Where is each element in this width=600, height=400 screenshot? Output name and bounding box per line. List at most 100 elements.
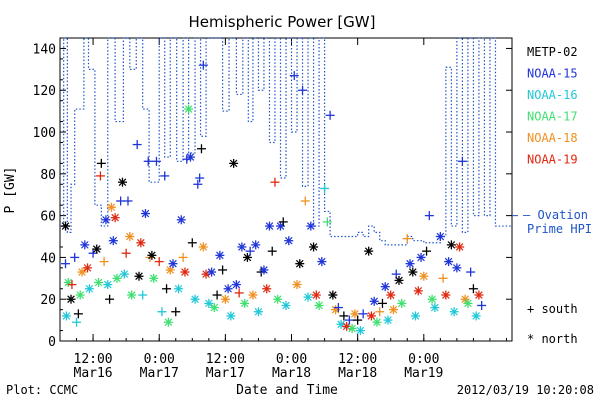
point-stroke	[348, 324, 356, 333]
data-point-noaa-16	[72, 317, 82, 327]
data-point-noaa-15	[405, 259, 415, 269]
point-stroke	[127, 291, 136, 299]
data-point-metp-02	[229, 158, 239, 168]
data-point-noaa-17	[397, 298, 407, 308]
data-point-metp-02	[353, 315, 363, 325]
data-point-noaa-18	[292, 280, 302, 290]
y-tick-label: 20	[40, 293, 56, 308]
data-point-noaa-15	[237, 242, 247, 252]
data-point-noaa-18	[375, 307, 385, 317]
symbol-legend-north: * north	[527, 332, 578, 346]
data-point-metp-02	[218, 265, 228, 275]
point-stroke	[307, 222, 315, 230]
data-point-metp-02	[278, 217, 288, 227]
x-tick-label-date: Mar17	[206, 366, 245, 381]
x-tick-label-date: Mar19	[404, 366, 443, 381]
point-stroke	[102, 216, 110, 224]
point-stroke	[384, 316, 392, 324]
data-point-noaa-15	[132, 140, 142, 150]
plot-timestamp: 2012/03/19 10:20:08	[457, 383, 594, 397]
data-point-noaa-15	[101, 215, 111, 225]
point-stroke	[249, 291, 257, 299]
data-point-metp-02	[408, 267, 418, 277]
data-point-noaa-18	[106, 202, 116, 212]
x-tick-label-date: Mar18	[272, 366, 311, 381]
data-point-noaa-15	[424, 211, 434, 221]
data-point-noaa-18	[125, 232, 135, 242]
point-stroke	[111, 213, 119, 222]
point-stroke	[284, 236, 293, 245]
point-stroke	[67, 295, 75, 304]
point-stroke	[251, 241, 260, 249]
x-tick-label-time: 12:00	[338, 352, 377, 367]
data-point-noaa-17	[314, 300, 324, 310]
point-stroke	[227, 312, 235, 320]
legend-item-noaa-17: NOAA-17	[527, 110, 578, 124]
point-stroke	[295, 259, 304, 268]
data-point-noaa-18	[198, 242, 208, 252]
data-point-noaa-16	[320, 183, 330, 193]
point-stroke	[444, 257, 453, 266]
data-point-noaa-15	[223, 284, 233, 294]
data-point-noaa-17	[347, 323, 357, 333]
point-stroke	[273, 295, 282, 304]
data-point-noaa-15	[143, 156, 153, 166]
data-point-metp-02	[134, 271, 144, 281]
data-point-noaa-19	[366, 311, 376, 321]
data-point-noaa-17	[427, 294, 437, 304]
point-stroke	[107, 203, 116, 212]
point-stroke	[83, 264, 92, 272]
data-point-noaa-16	[190, 294, 200, 304]
data-point-metp-02	[61, 221, 71, 231]
data-point-metp-02	[162, 284, 172, 294]
data-point-noaa-19	[95, 171, 105, 181]
data-point-metp-02	[147, 250, 157, 260]
point-stroke	[177, 216, 186, 224]
data-point-noaa-18	[300, 196, 310, 206]
data-point-noaa-15	[264, 221, 274, 231]
plot-frame	[59, 37, 513, 342]
plot-credit: Plot: CCMC	[6, 383, 78, 397]
x-tick-label-date: Mar16	[74, 366, 113, 381]
y-axis-label: P [GW]	[3, 167, 18, 214]
point-stroke	[436, 232, 445, 241]
point-stroke	[191, 295, 199, 304]
data-point-noaa-18	[402, 234, 412, 244]
point-stroke	[260, 266, 268, 274]
point-stroke	[356, 326, 365, 335]
data-point-noaa-16	[430, 303, 440, 313]
data-point-metp-02	[196, 144, 206, 154]
ovation-hpi-line	[60, 37, 518, 246]
point-stroke	[216, 251, 224, 260]
point-stroke	[238, 243, 246, 251]
data-point-noaa-19	[67, 280, 77, 290]
legend-item-metp-02: METP-02	[527, 45, 578, 59]
data-point-noaa-15	[245, 246, 255, 256]
point-stroke	[309, 243, 318, 251]
point-stroke	[337, 320, 345, 329]
data-point-noaa-16	[281, 300, 291, 310]
data-point-noaa-16	[303, 292, 313, 302]
y-axis: 0 20 40 60 80 100 120 140	[33, 42, 512, 350]
x-tick-label-time: 0:00	[408, 352, 439, 367]
point-stroke	[164, 318, 173, 326]
y-tick-label: 40	[40, 251, 56, 266]
data-point-noaa-19	[441, 290, 451, 300]
data-point-noaa-19	[154, 257, 164, 267]
data-points	[61, 60, 487, 336]
x-tick-label-time: 12:00	[206, 352, 245, 367]
data-point-noaa-15	[80, 240, 90, 250]
point-stroke	[397, 299, 406, 308]
y-tick-label: 140	[33, 42, 56, 57]
data-point-noaa-15	[231, 280, 241, 290]
point-stroke	[329, 291, 337, 299]
data-point-metp-02	[73, 309, 83, 319]
y-tick-label: 60	[40, 210, 56, 225]
data-point-noaa-16	[411, 311, 421, 321]
point-stroke	[148, 251, 156, 260]
data-point-noaa-17	[112, 273, 122, 283]
legend-item-noaa-18: NOAA-18	[527, 131, 578, 145]
data-point-noaa-15	[298, 85, 308, 95]
point-stroke	[207, 268, 216, 276]
data-point-noaa-16	[103, 280, 113, 290]
